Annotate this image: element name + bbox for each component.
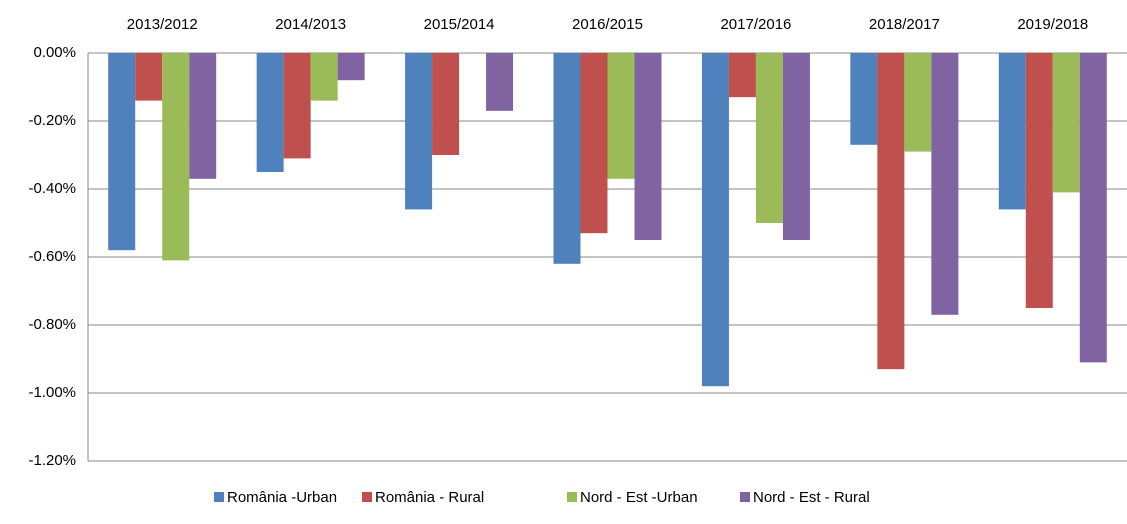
bar: [432, 53, 460, 155]
legend-label: România -Urban: [227, 489, 337, 506]
bar: [1052, 53, 1080, 193]
y-tick-label: -0.20%: [28, 112, 76, 129]
y-tick-label: -1.00%: [28, 384, 76, 401]
bar: [782, 53, 810, 240]
y-tick-label: -0.80%: [28, 316, 76, 333]
bar: [755, 53, 783, 223]
bar: [998, 53, 1026, 210]
bar: [1025, 53, 1053, 308]
bar: [310, 53, 338, 101]
bar: [108, 53, 136, 251]
bar: [580, 53, 608, 234]
bar: [850, 53, 878, 145]
bar: [486, 53, 514, 111]
bar: [904, 53, 932, 152]
x-tick-label: 2014/2013: [275, 16, 346, 33]
bar: [283, 53, 311, 159]
bar: [553, 53, 581, 264]
legend-label: România - Rural: [375, 489, 484, 506]
legend-swatch: [740, 492, 750, 502]
bar: [931, 53, 959, 315]
bar: [877, 53, 905, 370]
legend-swatch: [362, 492, 372, 502]
x-tick-label: 2016/2015: [572, 16, 643, 33]
bar: [607, 53, 635, 179]
bar: [634, 53, 662, 240]
bar: [162, 53, 190, 261]
bar: [135, 53, 163, 101]
y-tick-label: -0.60%: [28, 248, 76, 265]
y-tick-label: -1.20%: [28, 452, 76, 469]
bar: [728, 53, 756, 98]
bar: [256, 53, 284, 172]
x-tick-label: 2015/2014: [424, 16, 495, 33]
bar: [1079, 53, 1107, 363]
bar: [337, 53, 365, 81]
x-tick-label: 2019/2018: [1017, 16, 1088, 33]
legend-swatch: [567, 492, 577, 502]
bar: [189, 53, 217, 179]
bar: [701, 53, 729, 387]
legend-label: Nord - Est -Urban: [580, 489, 698, 506]
x-tick-label: 2013/2012: [127, 16, 198, 33]
y-tick-label: 0.00%: [33, 44, 76, 61]
bar: [405, 53, 433, 210]
legend-swatch: [214, 492, 224, 502]
y-tick-label: -0.40%: [28, 180, 76, 197]
x-tick-label: 2018/2017: [869, 16, 940, 33]
x-tick-label: 2017/2016: [720, 16, 791, 33]
legend-label: Nord - Est - Rural: [753, 489, 870, 506]
